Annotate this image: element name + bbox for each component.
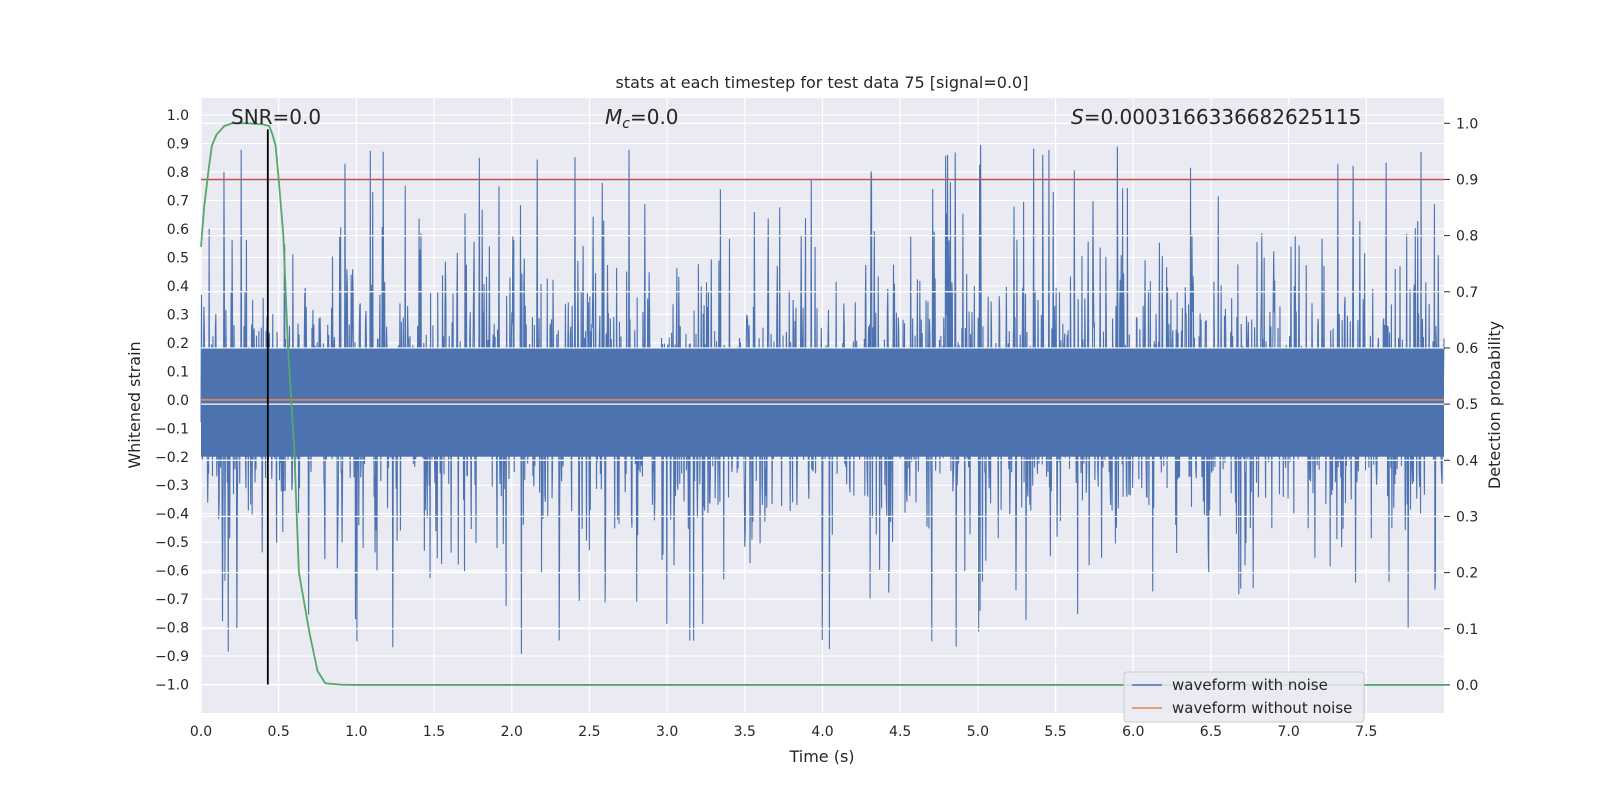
y-tick-label: 0.7 [167, 194, 189, 210]
x-tick-label: 7.0 [1277, 724, 1299, 740]
s-value: =0.0003166336682625115 [1084, 105, 1362, 129]
y-right-tick-label: 1.0 [1456, 116, 1478, 132]
s-annotation: S=0.0003166336682625115 [1071, 105, 1361, 129]
detection-probability-line [200, 122, 1444, 686]
y-right-tick-label: 0.9 [1456, 172, 1478, 188]
y-right-tick-label: 0.1 [1456, 622, 1478, 638]
y-tick-label: 0.5 [167, 250, 189, 266]
y-tick-label: −1.0 [155, 678, 189, 694]
y-tick-label: 0.0 [167, 393, 189, 409]
x-tick-label: 2.0 [501, 724, 523, 740]
legend-label-with-noise: waveform with noise [1172, 676, 1328, 694]
x-tick-label: 1.0 [345, 724, 367, 740]
y-axis-label: Whitened strain [125, 341, 144, 468]
x-tick-label: 4.0 [811, 724, 833, 740]
waveform-noise-core [201, 348, 1444, 457]
x-tick-label: 7.5 [1355, 724, 1377, 740]
y-tick-label: −0.4 [155, 507, 189, 523]
x-tick-label: 0.0 [190, 724, 212, 740]
x-tick-label: 5.0 [967, 724, 989, 740]
y-right-tick-label: 0.6 [1456, 341, 1478, 357]
mc-subscript: c [622, 116, 630, 132]
y-tick-label: 0.1 [167, 364, 189, 380]
x-tick-label: 6.0 [1122, 724, 1144, 740]
y-tick-label: 0.3 [167, 307, 189, 323]
x-tick-label: 1.5 [423, 724, 445, 740]
y-tick-label: −0.8 [155, 621, 189, 637]
y-tick-label: −0.3 [155, 478, 189, 494]
overlay-lines [200, 122, 1444, 686]
x-tick-label: 3.5 [734, 724, 756, 740]
mc-symbol: M [605, 105, 622, 129]
waveform-with-noise-series [200, 144, 1445, 654]
y-right-tick-label: 0.3 [1456, 509, 1478, 525]
y-tick-label: −0.7 [155, 592, 189, 608]
legend-box [1123, 671, 1365, 723]
legend: waveform with noise waveform without noi… [1123, 671, 1365, 723]
y-right-tick-label: 0.0 [1456, 678, 1478, 694]
x-tick-label: 4.5 [889, 724, 911, 740]
y-tick-label: −0.1 [155, 421, 189, 437]
y-tick-label: −0.5 [155, 535, 189, 551]
y-tick-label: 0.4 [167, 279, 189, 295]
y-tick-label: −0.9 [155, 649, 189, 665]
x-tick-label: 0.5 [268, 724, 290, 740]
y-right-tick-label: 0.4 [1456, 453, 1478, 469]
chart-title: stats at each timestep for test data 75 … [616, 73, 1029, 92]
snr-annotation: SNR=0.0 [231, 105, 321, 129]
y-right-tick-label: 0.2 [1456, 566, 1478, 582]
x-tick-label: 5.5 [1044, 724, 1066, 740]
y-right-tick-label: 0.8 [1456, 229, 1478, 245]
y-tick-label: −0.2 [155, 450, 189, 466]
x-tick-label: 6.5 [1200, 724, 1222, 740]
chirp-mass-annotation: Mc=0.0 [605, 105, 679, 132]
x-axis-label: Time (s) [788, 747, 854, 766]
y-tick-label: 0.8 [167, 165, 189, 181]
y-axis-right-label: Detection probability [1485, 321, 1504, 489]
s-symbol: S [1071, 105, 1084, 129]
legend-label-without-noise: waveform without noise [1172, 699, 1352, 717]
y-tick-label: 0.9 [167, 137, 189, 153]
x-tick-label: 2.5 [578, 724, 600, 740]
y-tick-label: 0.2 [167, 336, 189, 352]
y-tick-label: −0.6 [155, 564, 189, 580]
ticks: 0.0 0.5 1.0 1.5 2.0 2.5 3.0 3.5 4.0 4.5 5.0 5.5 6.0 6… [155, 108, 1478, 740]
y-tick-label: 0.6 [167, 222, 189, 238]
x-tick-label: 3.0 [656, 724, 678, 740]
y-tick-label: 1.0 [167, 108, 189, 124]
y-right-tick-label: 0.7 [1456, 285, 1478, 301]
y-right-tick-label: 0.5 [1456, 397, 1478, 413]
mc-value: =0.0 [630, 105, 679, 129]
